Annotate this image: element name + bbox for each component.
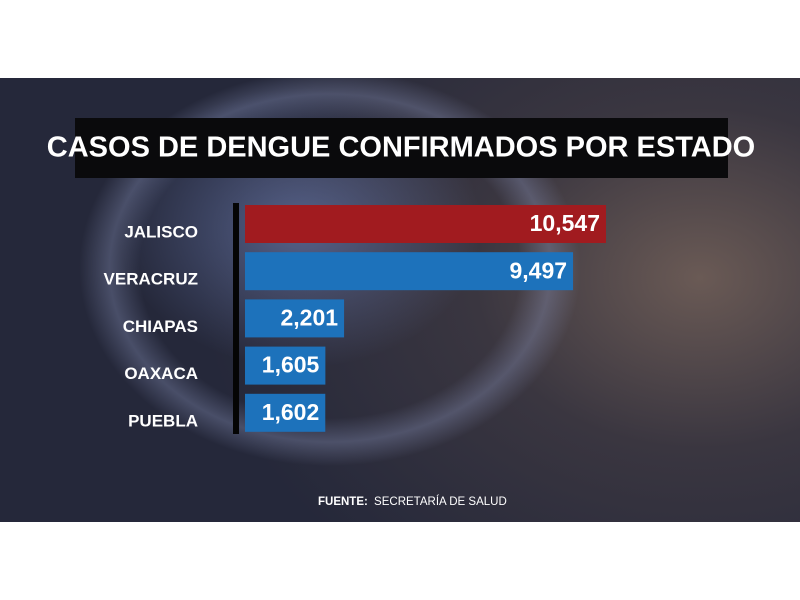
bar (245, 205, 606, 243)
source-label: FUENTE: (318, 496, 368, 508)
value-label: 9,497 (509, 257, 567, 283)
category-label: JALISCO (124, 222, 198, 241)
category-label: VERACRUZ (104, 270, 198, 289)
value-label: 2,201 (281, 304, 339, 330)
bar (245, 299, 345, 338)
chart-title: CASOS DE DENGUE CONFIRMADOS POR ESTADO (47, 132, 755, 164)
value-label: 1,605 (262, 352, 320, 378)
category-label: CHIAPAS (123, 317, 198, 336)
value-label: 1,602 (262, 399, 320, 425)
category-label: PUEBLA (128, 411, 198, 430)
bar (245, 346, 326, 385)
value-label: 10,547 (530, 210, 600, 236)
source-name: SECRETARÍA DE SALUD (374, 495, 507, 508)
source-text: FUENTE: SECRETARÍA DE SALUD (318, 495, 507, 508)
category-label: OAXACA (124, 364, 198, 383)
bar (245, 393, 326, 432)
bar (245, 252, 574, 291)
axis-line (233, 203, 239, 434)
title-box (75, 118, 728, 178)
